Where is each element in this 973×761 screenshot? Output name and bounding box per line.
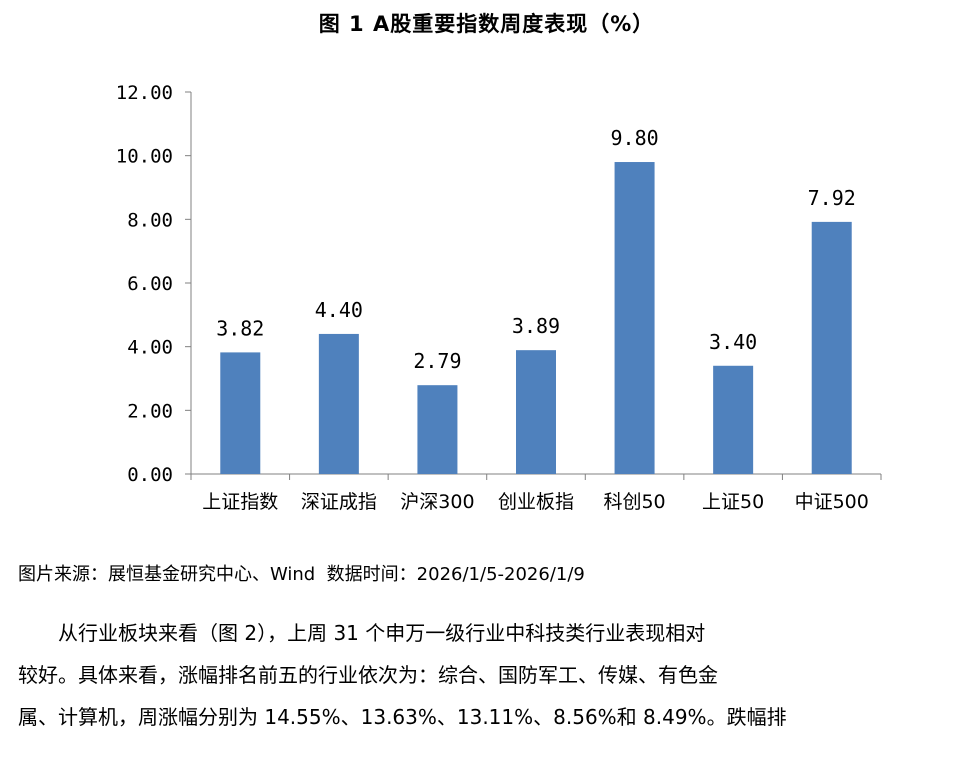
y-tick-label: 4.00	[127, 337, 173, 359]
data-label: 9.80	[610, 126, 658, 150]
body-paragraph: 从行业板块来看（图 2），上周 31 个申万一级行业中科技类行业表现相对 较好。…	[18, 612, 968, 738]
data-label: 2.79	[413, 349, 461, 373]
y-tick-label: 6.00	[127, 273, 173, 295]
bar	[614, 162, 655, 475]
x-axis-ticks	[190, 474, 882, 480]
paragraph-line: 较好。具体来看，涨幅排名前五的行业依次为：综合、国防军工、传媒、有色金	[18, 663, 718, 687]
category-label: 上证指数	[202, 491, 278, 513]
y-tick-label: 2.00	[127, 400, 173, 422]
bar	[516, 350, 556, 474]
bar	[318, 333, 359, 474]
data-label: 4.40	[315, 298, 363, 322]
category-labels-group: 上证指数 深证成指 沪深300 创业板指 科创50 上证50 中证500	[202, 491, 869, 513]
y-axis-ticks: 0.00 2.00 4.00 6.00 8.00 10.00 12.00	[116, 82, 191, 486]
category-label: 中证500	[795, 491, 869, 513]
data-label: 7.92	[808, 186, 856, 210]
data-label: 3.82	[216, 316, 264, 340]
y-tick-label: 8.00	[127, 209, 173, 231]
data-label: 3.40	[709, 330, 757, 354]
category-label: 创业板指	[498, 491, 574, 513]
bar	[713, 365, 754, 474]
y-tick-label: 0.00	[127, 464, 173, 486]
paragraph-line: 从行业板块来看（图 2），上周 31 个申万一级行业中科技类行业表现相对	[58, 621, 706, 645]
bar	[220, 352, 261, 474]
category-label: 上证50	[702, 491, 764, 513]
y-tick-label: 12.00	[116, 82, 173, 104]
source-note: 图片来源：展恒基金研究中心、Wind 数据时间：2026/1/5-2026/1/…	[18, 564, 585, 585]
data-labels-group: 3.82 4.40 2.79 3.89 9.80 3.40 7.92	[216, 126, 856, 373]
paragraph-line: 属、计算机，周涨幅分别为 14.55%、13.63%、13.11%、8.56%和…	[18, 705, 787, 729]
category-label: 沪深300	[400, 491, 474, 513]
bars-group	[220, 162, 852, 475]
category-label: 深证成指	[301, 491, 377, 513]
y-tick-label: 10.00	[116, 146, 173, 168]
bar	[811, 221, 852, 474]
chart-title: 图 1 A股重要指数周度表现（%）	[318, 12, 655, 36]
category-label: 科创50	[603, 491, 665, 513]
data-label: 3.89	[512, 314, 560, 338]
bar-chart: 0.00 2.00 4.00 6.00 8.00 10.00 12.00 3.82 4.40 2…	[116, 82, 882, 513]
bar	[417, 385, 458, 474]
